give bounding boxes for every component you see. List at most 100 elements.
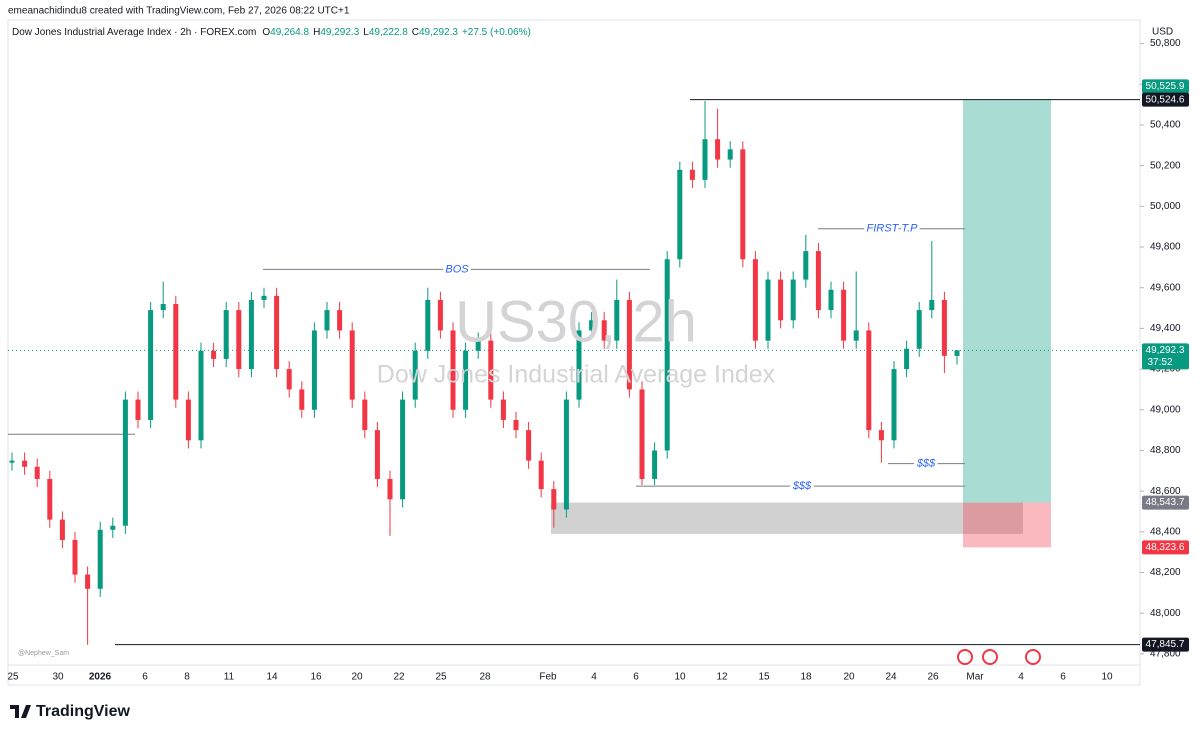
x-tick-label: 28	[479, 672, 491, 683]
candle-body	[576, 330, 582, 400]
x-tick-label: 26	[927, 672, 939, 683]
candle-body	[261, 295, 267, 300]
y-tick-label: 50,800	[1150, 38, 1181, 49]
price-label: 47,845.7	[1146, 639, 1185, 650]
candle-body	[752, 259, 758, 341]
x-tick-label: 6	[633, 672, 639, 683]
candle-body	[349, 330, 355, 400]
candle-body	[475, 340, 481, 351]
candle-body	[639, 389, 645, 479]
candle-body	[274, 295, 280, 370]
candle-body	[715, 139, 721, 160]
candle-body	[450, 330, 456, 410]
candle-body	[337, 310, 343, 331]
x-tick-label: 10	[1101, 672, 1113, 683]
x-tick-label: 8	[184, 672, 190, 683]
event-icon[interactable]	[957, 649, 973, 665]
y-tick-label: 49,600	[1150, 282, 1181, 293]
x-tick-label: 15	[758, 672, 770, 683]
candle-body	[437, 299, 443, 331]
candle-body	[941, 299, 947, 356]
candle-body	[551, 489, 557, 510]
candle-body	[173, 303, 179, 400]
candle-body	[664, 259, 670, 451]
event-icon[interactable]	[1025, 649, 1041, 665]
candle-body	[248, 299, 254, 370]
x-tick-label: 2026	[89, 672, 112, 683]
candle-body	[740, 149, 746, 260]
x-tick-label: 6	[142, 672, 148, 683]
candle-body	[538, 460, 544, 490]
candle-body	[803, 251, 809, 280]
candle-body	[904, 348, 910, 370]
candle-body	[362, 399, 368, 431]
legend-key: O	[262, 27, 270, 38]
candle-body	[929, 299, 935, 311]
candle-body	[198, 350, 204, 441]
legend-value: 49,264.8	[270, 27, 309, 38]
y-tick-label: 50,400	[1150, 120, 1181, 131]
author-tag: @Nephew_Sam	[18, 650, 69, 657]
x-tick-label: 20	[843, 672, 855, 683]
price-label: 48,323.6	[1146, 542, 1185, 553]
y-tick-label: 48,600	[1150, 486, 1181, 497]
target-box	[963, 99, 1051, 503]
candle-body	[513, 419, 519, 431]
candle-body	[223, 310, 229, 359]
candle-body	[34, 466, 40, 479]
candle-body	[614, 299, 620, 341]
candle-body	[891, 369, 897, 441]
legend-key: H	[313, 27, 320, 38]
currency: USD	[1152, 27, 1173, 38]
candle-body	[97, 529, 103, 589]
candle-body	[954, 350, 960, 356]
x-tick-label: Feb	[539, 672, 557, 683]
candle-body	[185, 399, 191, 441]
event-icon[interactable]	[982, 649, 998, 665]
candle-body	[324, 310, 330, 331]
legend-change: +27.5 (+0.06%)	[462, 27, 531, 38]
y-tick-label: 49,000	[1150, 404, 1181, 415]
annotation-label: $$$	[792, 480, 812, 492]
candle-body	[9, 460, 15, 463]
candle-body	[866, 330, 872, 431]
legend-value: 49,292.3	[320, 27, 359, 38]
candle-body	[589, 320, 595, 331]
candle-body	[135, 399, 141, 420]
y-tick-label: 50,000	[1150, 201, 1181, 212]
y-tick-label: 48,200	[1150, 567, 1181, 578]
candle-body	[727, 149, 733, 160]
brand: TradingView	[36, 703, 131, 720]
x-tick-label: 30	[52, 672, 64, 683]
x-tick-label: 20	[351, 672, 363, 683]
candle-body	[689, 169, 695, 180]
candle-body	[677, 169, 683, 260]
annotation-label: FIRST T.P	[867, 223, 919, 235]
watermark-name: Dow Jones Industrial Average Index	[377, 361, 776, 389]
price-label-box	[1142, 343, 1189, 370]
candle-body	[765, 279, 771, 341]
legend: Dow Jones Industrial Average Index · 2h …	[12, 27, 531, 38]
candle-body	[563, 399, 569, 510]
candle-body	[626, 299, 632, 390]
candle-body	[778, 279, 784, 321]
x-tick-label: 25	[7, 672, 19, 683]
candle-body	[790, 279, 796, 321]
candle-body	[815, 251, 821, 311]
candle-body	[841, 289, 847, 341]
y-tick-label: 48,400	[1150, 526, 1181, 537]
credit: emeanachidindu8 created with TradingView…	[8, 6, 350, 17]
candle-body	[122, 399, 128, 526]
candle-body	[311, 330, 317, 410]
legend-value: 49,292.3	[419, 27, 458, 38]
countdown: 37:52	[1147, 357, 1172, 368]
price-label: 50,524.6	[1146, 94, 1185, 105]
candle-body	[211, 350, 217, 359]
candle-body	[299, 389, 305, 410]
candle-body	[878, 430, 884, 441]
x-tick-label: 4	[1018, 672, 1024, 683]
candle-body	[702, 139, 708, 180]
y-tick-label: 47,800	[1150, 649, 1181, 660]
candle-body	[59, 519, 65, 540]
